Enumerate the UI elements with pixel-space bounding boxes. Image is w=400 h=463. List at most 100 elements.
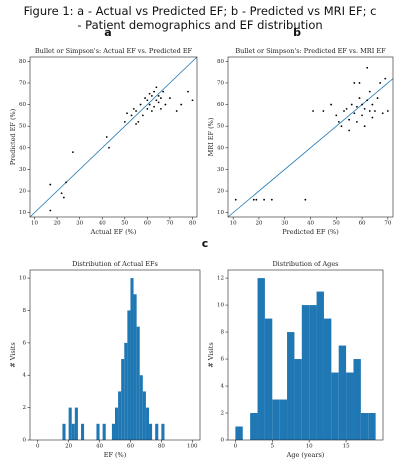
bar xyxy=(323,318,332,440)
y-tick-label: 4 xyxy=(221,384,225,390)
panel-label: b xyxy=(293,26,301,39)
x-tick-label: 100 xyxy=(187,444,198,450)
point xyxy=(159,107,162,110)
y-tick-label: 70 xyxy=(19,80,26,86)
x-tick-label: 10 xyxy=(31,221,38,227)
y-axis-label: # Visits xyxy=(207,342,215,368)
point xyxy=(270,198,273,201)
chart-title: Distribution of Actual EFs xyxy=(72,260,158,268)
y-tick-label: 10 xyxy=(217,303,224,309)
point xyxy=(191,99,194,102)
x-tick-label: 40 xyxy=(96,444,103,450)
bar xyxy=(301,305,310,440)
point xyxy=(137,120,140,123)
point xyxy=(366,66,369,69)
chart-title: Bullet or Simpson's: Predicted EF vs. MR… xyxy=(235,47,386,55)
point xyxy=(60,192,63,195)
x-tick-label: 80 xyxy=(189,221,196,227)
point xyxy=(374,110,376,112)
y-axis-label: # Visits xyxy=(9,342,17,368)
point xyxy=(361,114,363,117)
point xyxy=(157,95,160,97)
point xyxy=(379,82,382,84)
identity-line xyxy=(227,78,394,218)
point xyxy=(337,120,340,123)
bar xyxy=(149,423,153,440)
point xyxy=(108,146,110,149)
point xyxy=(49,209,52,212)
y-tick-label: 20 xyxy=(217,189,224,195)
bar xyxy=(353,359,361,440)
point xyxy=(105,136,108,138)
point xyxy=(187,90,189,93)
bar xyxy=(74,407,78,440)
point xyxy=(62,196,65,199)
point xyxy=(343,110,345,112)
y-axis-label: Predicted EF (%) xyxy=(9,108,17,165)
bar xyxy=(161,423,165,440)
point xyxy=(148,103,151,106)
y-tick-label: 0 xyxy=(221,438,225,444)
point xyxy=(148,92,151,95)
y-tick-label: 8 xyxy=(23,308,27,314)
plot-frame xyxy=(227,269,384,441)
x-axis-label: Predicted EF (%) xyxy=(282,228,339,236)
point xyxy=(348,129,351,132)
bar xyxy=(287,332,295,440)
x-tick-label: 20 xyxy=(255,221,262,227)
bar xyxy=(81,423,85,440)
x-tick-label: 30 xyxy=(281,221,288,227)
point xyxy=(71,151,74,154)
point xyxy=(348,118,351,121)
point xyxy=(322,110,325,112)
y-tick-label: 40 xyxy=(19,145,26,151)
bar xyxy=(133,294,137,440)
point xyxy=(164,103,167,106)
x-axis-label: Age (years) xyxy=(286,451,325,459)
bar xyxy=(316,291,324,440)
bar xyxy=(130,278,134,440)
point xyxy=(356,120,358,123)
x-axis-label: EF (%) xyxy=(104,451,127,459)
y-tick-label: 40 xyxy=(217,145,224,151)
point xyxy=(353,82,356,84)
x-tick-label: 20 xyxy=(65,444,72,450)
y-tick-label: 2 xyxy=(221,411,225,417)
chart-title: Bullet or Simpson's: Actual EF vs. Predi… xyxy=(35,47,193,55)
y-tick-label: 6 xyxy=(221,357,225,363)
point xyxy=(130,114,133,117)
x-axis-label: Actual EF (%) xyxy=(90,228,137,236)
y-tick-label: 20 xyxy=(19,189,26,195)
x-tick-label: 20 xyxy=(54,221,61,227)
x-tick-label: 60 xyxy=(144,221,151,227)
point xyxy=(350,103,353,106)
point xyxy=(155,99,158,102)
x-tick-label: 50 xyxy=(121,221,128,227)
bar xyxy=(96,423,100,440)
y-tick-label: 8 xyxy=(221,330,225,336)
bar xyxy=(139,375,143,440)
point xyxy=(384,77,387,80)
bar xyxy=(127,310,131,440)
x-tick-label: 5 xyxy=(271,444,275,450)
bar xyxy=(309,305,317,440)
point xyxy=(304,198,307,201)
point xyxy=(159,97,162,99)
bar xyxy=(279,399,288,440)
point xyxy=(234,198,237,201)
bar xyxy=(294,359,302,440)
bar xyxy=(115,407,119,440)
point xyxy=(330,103,333,106)
point xyxy=(135,123,137,125)
x-tick-label: 0 xyxy=(234,444,238,450)
point xyxy=(180,103,183,106)
identity-line xyxy=(29,56,198,218)
point xyxy=(169,97,171,99)
point xyxy=(65,181,68,184)
point xyxy=(263,198,265,201)
y-tick-label: 50 xyxy=(217,124,224,130)
y-tick-label: 6 xyxy=(23,340,27,346)
point xyxy=(371,116,374,119)
chart-title: Distribution of Ages xyxy=(272,260,338,268)
